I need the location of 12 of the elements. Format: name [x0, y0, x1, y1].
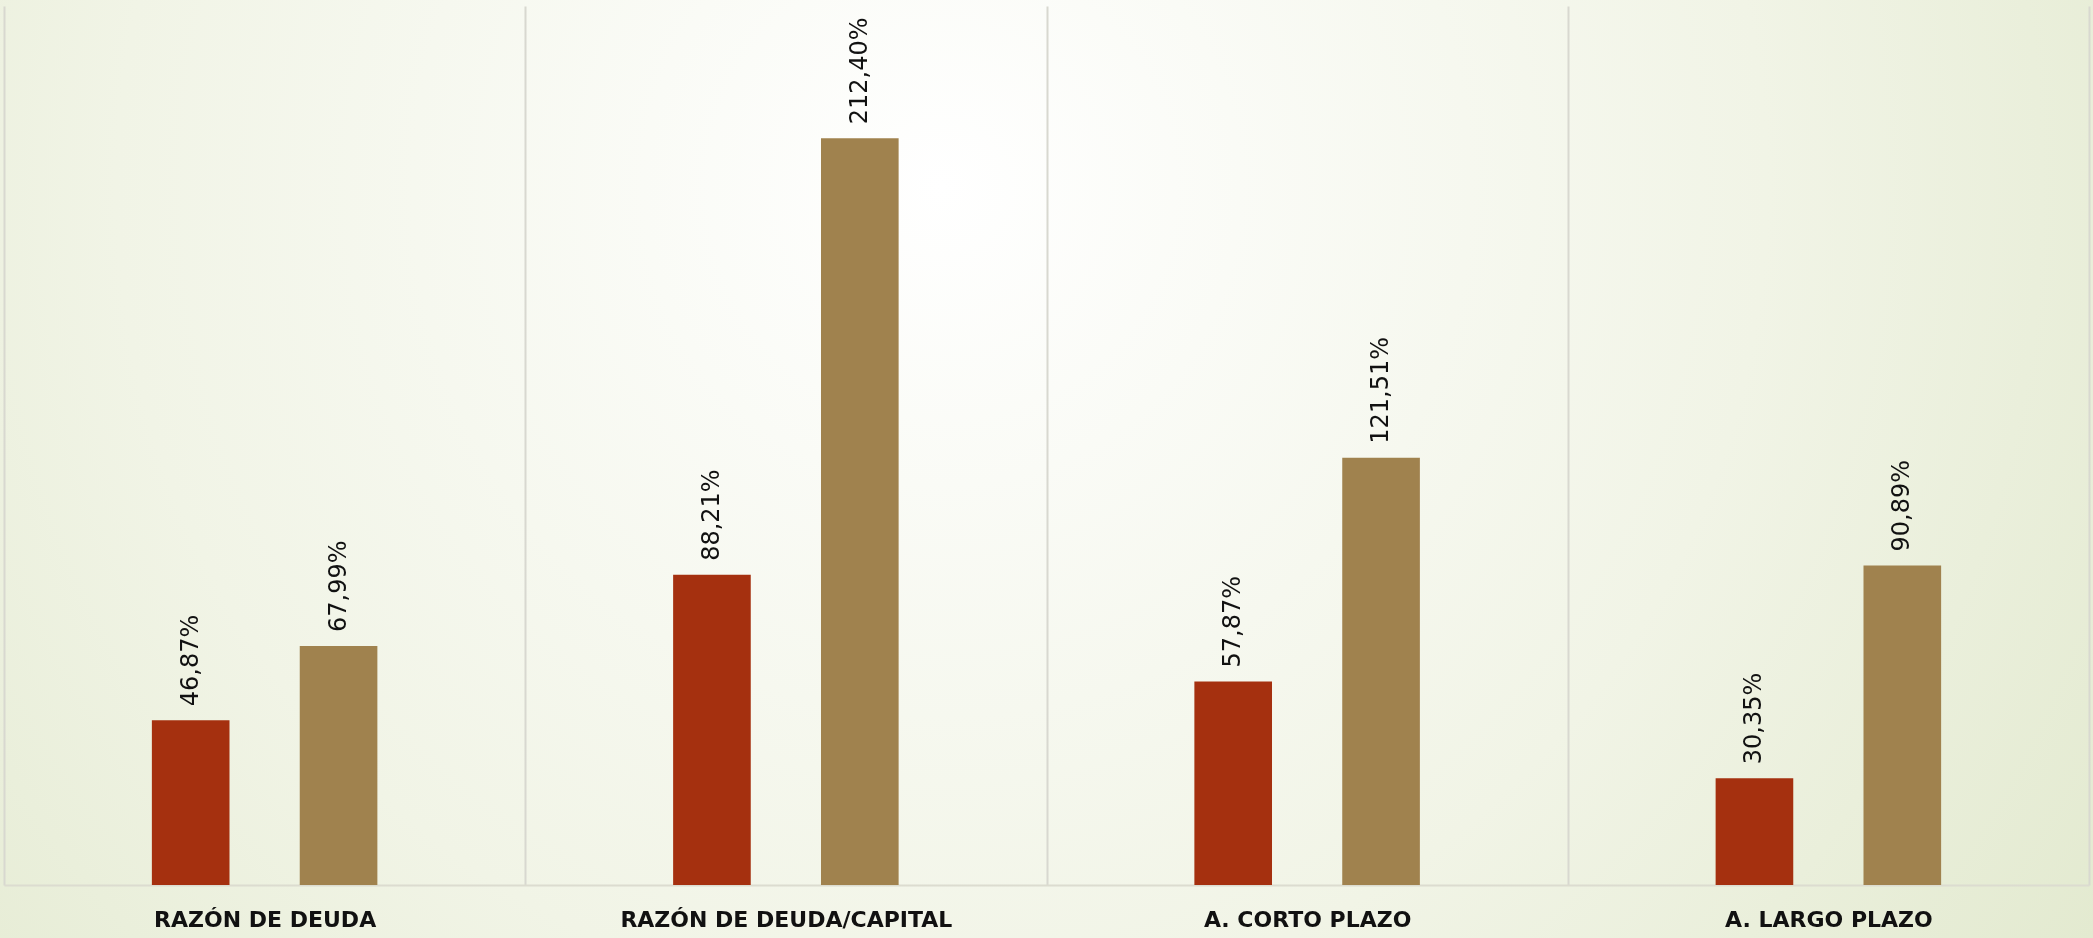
data-label: 46,87% — [175, 614, 204, 707]
data-label: 30,35% — [1739, 672, 1768, 765]
data-label: 88,21% — [696, 469, 725, 561]
data-label: 121,51% — [1366, 336, 1395, 444]
data-label: 67,99% — [323, 540, 352, 632]
data-label: 57,87% — [1218, 576, 1247, 668]
x-tick-label: A. LARGO PLAZO — [1725, 906, 1933, 932]
x-tick-label: RAZÓN DE DEUDA/CAPITAL — [620, 906, 953, 932]
data-label: 90,89% — [1887, 459, 1916, 552]
x-tick-label: A. CORTO PLAZO — [1203, 906, 1412, 932]
data-label: 212,40% — [844, 17, 873, 125]
x-tick-label: RAZÓN DE DEUDA — [154, 906, 377, 932]
